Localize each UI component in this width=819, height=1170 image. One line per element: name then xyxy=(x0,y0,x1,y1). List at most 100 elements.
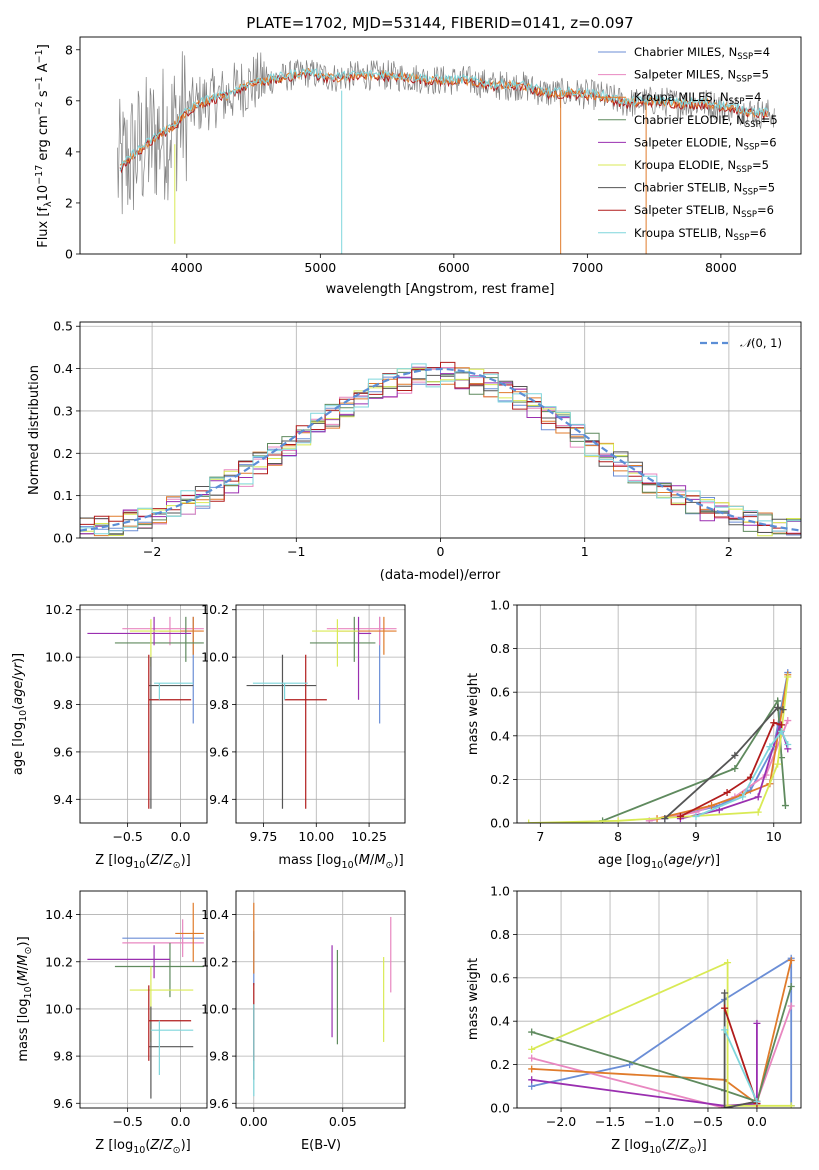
mass-z-ylabel-part: M xyxy=(16,954,31,965)
mw-z-xlabel-part: ( xyxy=(661,1138,666,1153)
mass-z-xlabel-part: Z xyxy=(163,1138,174,1153)
mw-age-ylabel: mass weight xyxy=(466,673,481,755)
mw-z-xtick-label: −0.5 xyxy=(693,1114,723,1129)
mass-ebv-xtick-label: 0.05 xyxy=(329,1114,357,1129)
spectrum-legend-nssp: =6 xyxy=(749,226,766,240)
mw-age-marker xyxy=(779,706,787,714)
age-mass-xlabel-part: 10 xyxy=(342,860,354,871)
spectrum-legend-entry: Chabrier MILES, NSSP=4 xyxy=(634,45,770,62)
spectrum-ylabel-part: A xyxy=(36,63,51,76)
age-z-xtick-label: 0.0 xyxy=(171,829,191,844)
mass-z-ylabel-part: mass [log xyxy=(16,998,31,1061)
mass-z-ytick-label: 9.6 xyxy=(53,1096,73,1111)
mw-z-ytick-label: 0.2 xyxy=(490,1057,510,1072)
age-mass-xtick-label: 10.25 xyxy=(351,829,387,844)
mw-z-marker xyxy=(721,1004,729,1012)
age-z-xlabel: Z [log10(Z/Z⊙)] xyxy=(95,853,190,871)
mw-age-xlabel-part: yr xyxy=(696,853,712,868)
histogram-ylabel: Normed distribution xyxy=(27,365,42,495)
spectrum-ylabel-part: λ xyxy=(43,201,54,207)
histogram-ytick-label: 0.0 xyxy=(53,531,73,546)
spectrum-ylabel-part: −2 xyxy=(34,101,45,115)
mw-z-axes: −2.0 −1.5 −1.0 −0.5 0.0 0.0 0.2 0.4 0.6 0.8 1.0 xyxy=(490,884,802,1129)
spectrum-ylabel-part: s xyxy=(36,90,51,101)
mw-z-line xyxy=(531,986,793,1103)
age-z-xlabel-part: ⊙ xyxy=(173,860,181,871)
histogram-step-salpeter-stelib xyxy=(80,361,801,535)
mass-z-ylabel: mass [log10(M/M⊙)] xyxy=(16,936,34,1061)
mw-z-marker xyxy=(528,1045,536,1053)
age-mass-xlabel-part: ( xyxy=(354,853,359,868)
mass-z-ylabel-part: 10 xyxy=(23,986,34,998)
spectrum-legend-sub: SSP xyxy=(741,210,757,220)
mw-age-ytick-label: 0.8 xyxy=(490,641,510,656)
age-z-ylabel: age [log10(age/yr)] xyxy=(11,653,29,775)
mass-ebv-xlabel: E(B-V) xyxy=(301,1138,341,1153)
mw-z-xlabel-part: Z xyxy=(665,1138,676,1153)
mass-z-xlabel-part: ( xyxy=(145,1138,150,1153)
mw-z-marker xyxy=(528,1076,536,1084)
mass-ebv-ytick-label: 9.8 xyxy=(209,1049,229,1064)
spectrum-legend-nssp: =5 xyxy=(758,181,775,195)
histogram-xtick-label: −1 xyxy=(287,544,305,559)
mass-z-xtick-label: 0.0 xyxy=(171,1114,191,1129)
histogram-xtick-label: 1 xyxy=(581,544,589,559)
spectrum-legend-sub: SSP xyxy=(736,75,752,85)
spectrum-legend-entry: Salpeter MILES, NSSP=5 xyxy=(634,68,769,85)
age-mass-xlabel-part: ⊙ xyxy=(386,860,394,871)
histogram-ytick-label: 0.3 xyxy=(53,403,73,418)
mass-z-ylabel-part: ⊙ xyxy=(23,946,34,954)
histogram-xtick-label: 0 xyxy=(437,544,445,559)
mw-z-xlabel-part: 10 xyxy=(649,1145,661,1156)
mass-ebv-xtick-label: 0.00 xyxy=(240,1114,268,1129)
age-mass-xtick-label: 10.00 xyxy=(298,829,334,844)
mass-z-ytick-label: 9.8 xyxy=(53,1049,73,1064)
spectrum-ylabel-part: erg cm xyxy=(36,115,51,164)
mw-z-marker xyxy=(787,982,795,990)
mw-age-marker xyxy=(754,808,762,816)
mw-age-ytick-label: 0.2 xyxy=(490,772,510,787)
spectrum-legend-nssp: =5 xyxy=(761,113,778,127)
gaussian-legend-n: 𝒩 xyxy=(740,336,755,350)
spectrum-legend-nssp: =4 xyxy=(753,45,770,59)
mw-z-ytick-label: 0.0 xyxy=(490,1101,510,1116)
spectrum-legend-sub: SSP xyxy=(744,142,760,152)
mass-ebv-axes: 0.00 0.05 9.6 9.8 10.0 10.2 10.4 xyxy=(201,890,406,1129)
mass-ebv-ytick-label: 9.6 xyxy=(209,1096,229,1111)
age-z-ylabel-part: age [log xyxy=(11,722,26,775)
mass-ebv-plot-area xyxy=(236,891,405,1108)
age-z-ylabel-part: ( xyxy=(11,705,26,710)
spectrum-xtick-label: 6000 xyxy=(438,260,470,275)
spectrum-ylabel-part: Flux [f xyxy=(36,207,51,248)
mass-z-axes: −0.5 0.0 9.6 9.8 10.0 10.2 10.4 xyxy=(45,890,208,1129)
spectrum-legend-sub: SSP xyxy=(745,120,761,130)
histogram-ytick-label: 0.5 xyxy=(53,319,73,334)
mass-ebv-ytick-label: 10.4 xyxy=(201,907,229,922)
mw-age-marker xyxy=(784,717,792,725)
mw-age-marker xyxy=(778,727,786,735)
mw-z-line xyxy=(531,961,792,1107)
mw-z-marker xyxy=(753,1097,761,1105)
spectrum-ylabel-part: −17 xyxy=(34,165,45,185)
mass-z-xlabel: Z [log10(Z/Z⊙)] xyxy=(95,1138,190,1156)
mw-z-marker xyxy=(721,989,729,997)
mw-age-xtick-label: 8 xyxy=(614,829,622,844)
figure-title: PLATE=1702, MJD=53144, FIBERID=0141, z=0… xyxy=(246,14,633,32)
histogram-axes: −2 −1 0 1 2 0.0 0.1 0.2 0.3 0.4 0.5 xyxy=(53,319,802,559)
age-mass-ytick-label: 9.8 xyxy=(209,697,229,712)
age-z-xlabel-part: Z xyxy=(163,853,174,868)
mass-z-ylabel-part: M xyxy=(16,970,31,981)
mw-age-marker xyxy=(731,765,739,772)
mass-z-xtick-label: −0.5 xyxy=(112,1114,142,1129)
mw-z-ytick-label: 0.6 xyxy=(490,970,510,985)
mw-age-xtick-label: 10 xyxy=(766,829,782,844)
mw-age-marker xyxy=(774,697,782,705)
spectrum-model-line xyxy=(119,67,769,172)
mw-age-xtick-label: 9 xyxy=(692,829,700,844)
spectrum-legend-sub: SSP xyxy=(742,188,758,198)
age-z-ytick-label: 10.2 xyxy=(45,602,73,617)
spectrum-ytick-label: 2 xyxy=(65,195,73,210)
spectrum-xtick-label: 5000 xyxy=(304,260,336,275)
mw-age-marker xyxy=(614,817,622,823)
